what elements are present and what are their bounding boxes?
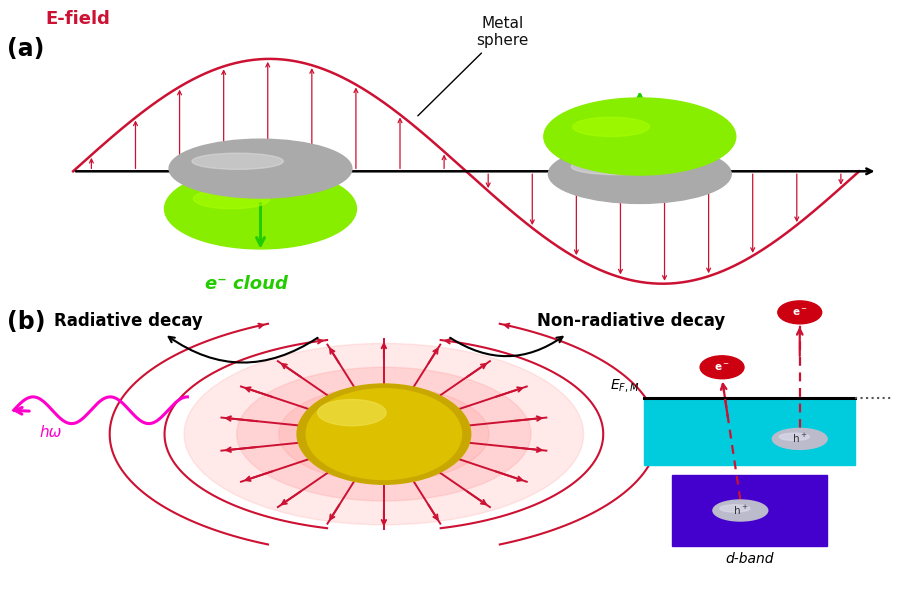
Text: d-band: d-band <box>725 552 774 566</box>
Ellipse shape <box>237 367 531 501</box>
FancyBboxPatch shape <box>672 474 827 547</box>
Ellipse shape <box>779 433 810 441</box>
Text: e$^-$: e$^-$ <box>792 307 808 318</box>
Ellipse shape <box>571 159 663 175</box>
Text: Metal
sphere: Metal sphere <box>418 16 529 116</box>
Ellipse shape <box>720 505 749 512</box>
Ellipse shape <box>572 117 649 136</box>
FancyBboxPatch shape <box>644 398 855 465</box>
Ellipse shape <box>169 139 352 198</box>
Text: $E_{F,M}$: $E_{F,M}$ <box>611 376 640 393</box>
Circle shape <box>778 301 822 324</box>
Text: h$^+$: h$^+$ <box>792 432 807 445</box>
Ellipse shape <box>318 399 387 426</box>
Text: hω: hω <box>39 425 61 439</box>
Text: Non-radiative decay: Non-radiative decay <box>537 312 725 330</box>
Ellipse shape <box>165 168 356 249</box>
Text: (a): (a) <box>7 38 45 61</box>
Circle shape <box>700 356 744 379</box>
Text: e⁻ cloud: e⁻ cloud <box>206 275 288 293</box>
Ellipse shape <box>297 384 471 484</box>
Ellipse shape <box>544 98 736 175</box>
Ellipse shape <box>306 389 462 479</box>
Text: (b): (b) <box>7 310 46 334</box>
Ellipse shape <box>772 428 827 450</box>
Ellipse shape <box>192 153 283 169</box>
Text: E-field: E-field <box>46 10 111 28</box>
Text: e$^-$: e$^-$ <box>714 362 730 373</box>
Text: Radiative decay: Radiative decay <box>54 312 202 330</box>
Text: h$^+$: h$^+$ <box>733 504 748 517</box>
Ellipse shape <box>548 145 731 204</box>
Ellipse shape <box>279 387 489 482</box>
Ellipse shape <box>311 401 458 468</box>
Ellipse shape <box>185 344 584 525</box>
Ellipse shape <box>713 500 768 521</box>
Ellipse shape <box>194 188 271 208</box>
